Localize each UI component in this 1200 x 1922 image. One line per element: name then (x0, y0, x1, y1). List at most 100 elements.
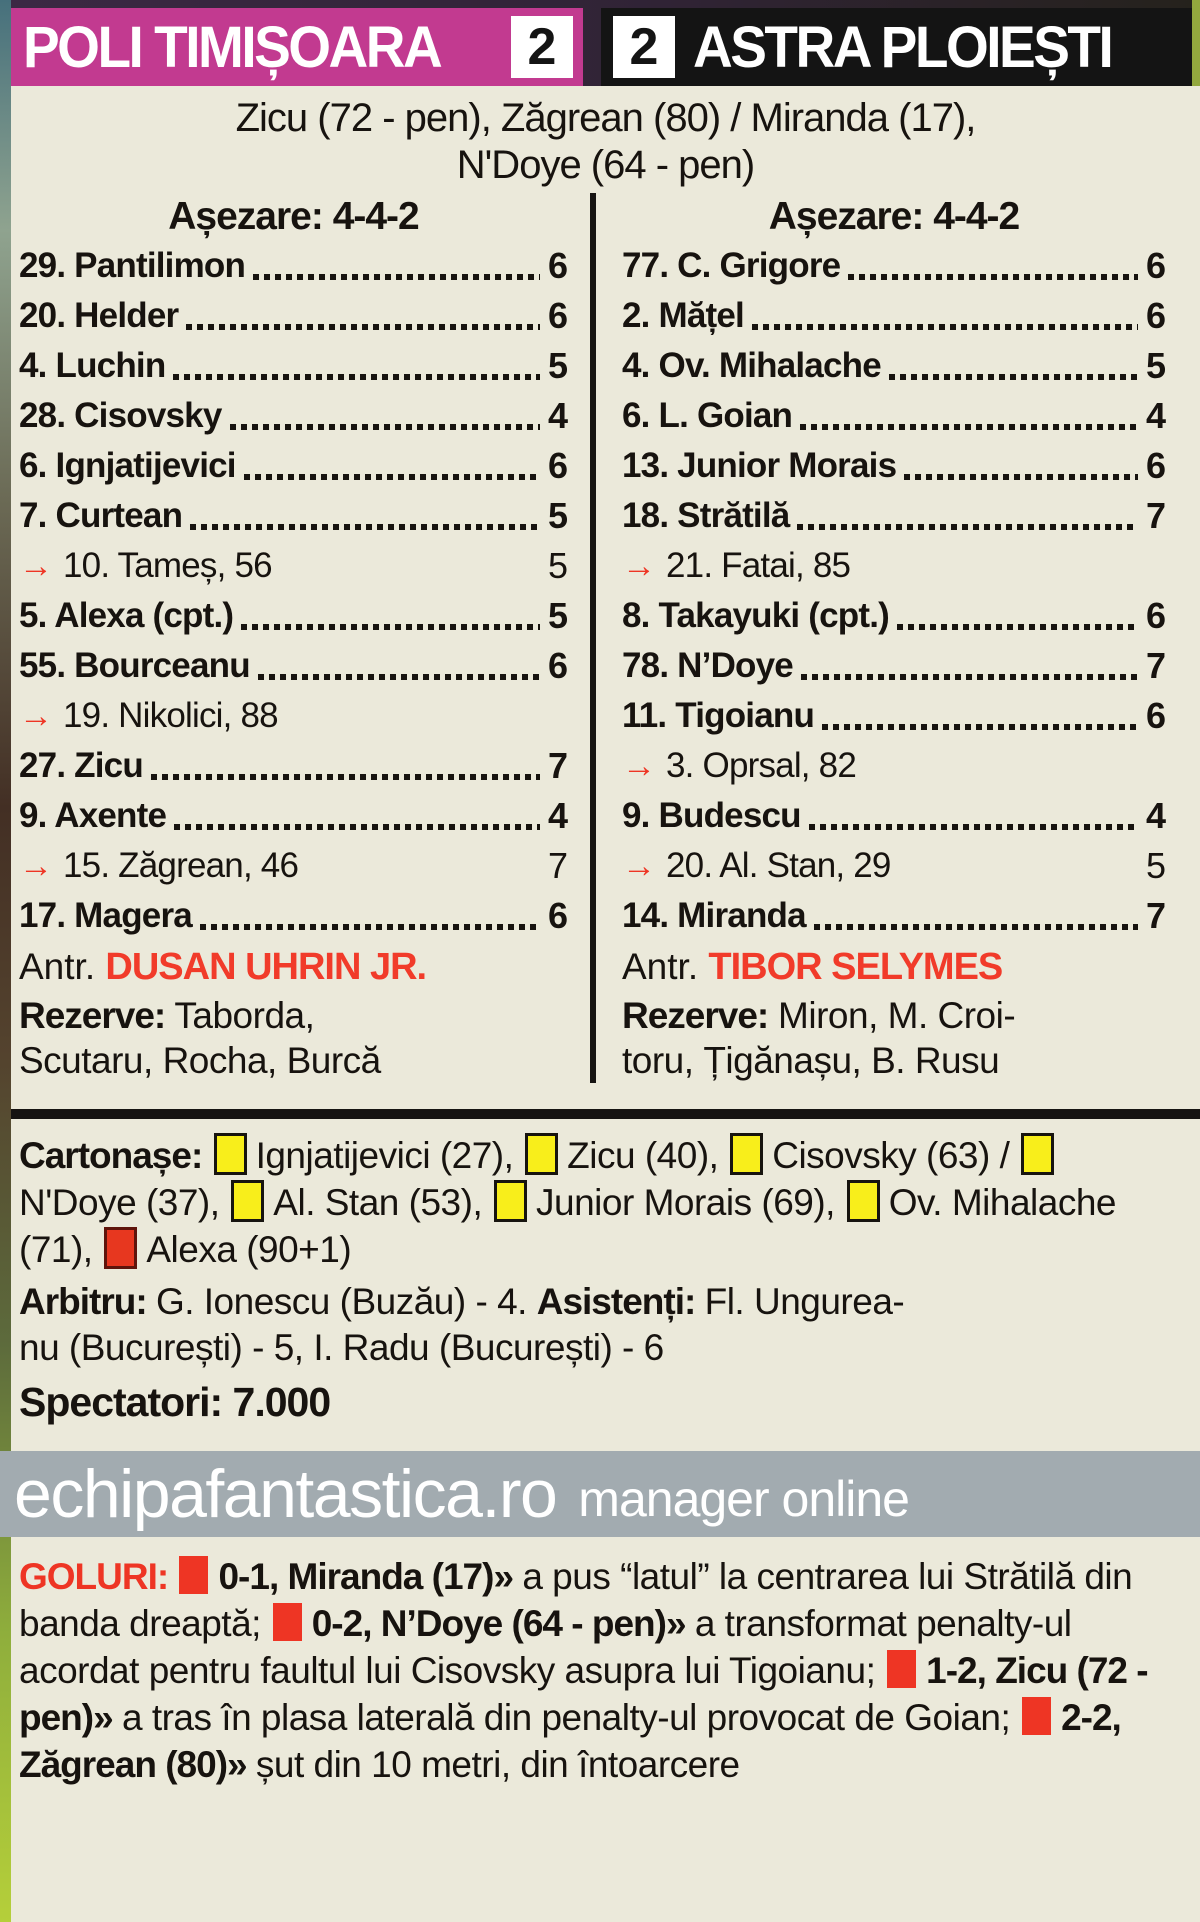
yellow-card-icon (1021, 1133, 1055, 1175)
player-row: 5. Alexa (cpt.) 5 (19, 591, 568, 641)
player-rating: 5 (547, 545, 568, 586)
text-segment: a transformat penalty-ul acordat pentru … (19, 1603, 1072, 1691)
away-score: 2 (613, 16, 675, 78)
text-segment: Ignjatijevici (27), (255, 1135, 524, 1176)
player-row: 13. Junior Morais 6 (622, 441, 1166, 491)
yellow-card-icon (846, 1180, 880, 1222)
rating-dots-leader (241, 624, 540, 630)
scorers-summary: Zicu (72 - pen), Zăgrean (80) / Miranda … (11, 86, 1200, 189)
scorers-line-2: N'Doye (64 - pen) (456, 143, 755, 187)
text-segment: 1-2, Zicu (72 - pen)» (19, 1650, 1149, 1738)
rating-dots-leader (186, 324, 540, 330)
substitute-row: → 15. Zăgrean, 46 7 (19, 841, 568, 891)
rating-dots-leader (229, 424, 540, 430)
text-segment: Cartonașe: (19, 1135, 212, 1176)
text-segment: Ov. Mihalache (71), (19, 1182, 1116, 1270)
yellow-card-icon (730, 1133, 764, 1175)
player-row: 17. Magera 6 (19, 891, 568, 941)
player-rating: 6 (1145, 245, 1166, 286)
player-name: 10. Tameș, 56 (63, 546, 273, 585)
player-name: 6. Ignjatijevici (19, 446, 237, 485)
player-rating: 7 (1145, 895, 1166, 936)
player-rating: 7 (1145, 495, 1166, 536)
substitution-arrow-icon: → (622, 547, 656, 585)
rating-dots-leader (904, 474, 1138, 480)
player-row: 55. Bourceanu 6 (19, 641, 568, 691)
player-row: 18. Strătilă 7 (622, 491, 1166, 541)
player-name: 13. Junior Morais (622, 446, 897, 485)
player-row: 6. L. Goian 4 (622, 391, 1166, 441)
yellow-card-icon (494, 1180, 528, 1222)
promo-banner: echipafantastica.ro manager online (0, 1451, 1200, 1537)
player-row: 27. Zicu 7 (19, 741, 568, 791)
player-row: 4. Luchin 5 (19, 341, 568, 391)
player-rating: 4 (1145, 395, 1166, 436)
home-formation-label: Așezare: 4-4-2 (168, 195, 419, 238)
away-team-name: ASTRA PLOIEȘTI (693, 14, 1114, 80)
player-rating: 5 (1145, 845, 1166, 886)
player-row: 9. Axente 4 (19, 791, 568, 841)
player-rating: 6 (547, 445, 568, 486)
rating-dots-leader (257, 674, 540, 680)
substitution-arrow-icon: → (622, 847, 656, 885)
home-team-name: POLI TIMIȘOARA (23, 14, 443, 80)
player-name: 4. Ov. Mihalache (622, 346, 882, 385)
player-rating: 6 (1145, 695, 1166, 736)
rating-dots-leader (243, 474, 540, 480)
lineups: Așezare: 4-4-2 29. Pantilimon 6 20. Helder… (11, 193, 1200, 1083)
player-list-home: 29. Pantilimon 6 20. Helder 6 4. Luchin 5 28. … (19, 241, 568, 941)
player-row: 77. C. Grigore 6 (622, 241, 1166, 291)
player-row: 9. Budescu 4 (622, 791, 1166, 841)
player-rating: 6 (1145, 295, 1166, 336)
home-lineup-column: Așezare: 4-4-2 29. Pantilimon 6 20. Helder… (11, 193, 590, 1083)
player-rating: 7 (547, 845, 568, 886)
player-rating: 6 (547, 295, 568, 336)
home-reserves: Rezerve: Taborda, Scutaru, Rocha, Burcă (19, 993, 568, 1083)
rating-dots-leader (797, 524, 1138, 530)
player-name: 27. Zicu (19, 746, 144, 785)
away-coach-name: TIBOR SELYMES (708, 946, 1003, 988)
player-rating: 6 (547, 645, 568, 686)
text-segment: N'Doye (37), (19, 1182, 230, 1223)
rating-dots-leader (800, 424, 1138, 430)
player-name: 20. Al. Stan, 29 (666, 846, 891, 885)
rating-dots-leader (848, 274, 1138, 280)
substitute-row: → 10. Tameș, 56 5 (19, 541, 568, 591)
player-name: 3. Oprsal, 82 (666, 746, 857, 785)
player-name: 19. Nikolici, 88 (63, 696, 279, 735)
rating-dots-leader (253, 274, 540, 280)
player-rating: 5 (547, 345, 568, 386)
red-card-icon (104, 1227, 138, 1269)
goal-marker-icon (272, 1603, 302, 1641)
player-row: 78. N’Doye 7 (622, 641, 1166, 691)
substitution-arrow-icon: → (19, 547, 53, 585)
away-reserves: Rezerve: Miron, M. Croi-toru, Țigănașu, … (622, 993, 1166, 1083)
rating-dots-leader (813, 924, 1138, 930)
player-name: 17. Magera (19, 896, 193, 935)
goals-section: GOLURI: 0-1, Miranda (17)» a pus “latul”… (11, 1537, 1200, 1788)
player-name: 78. N’Doye (622, 646, 794, 685)
player-rating: 4 (1145, 795, 1166, 836)
home-coach-row: Antr. DUSAN UHRIN JR. (19, 941, 568, 993)
player-name: 6. L. Goian (622, 396, 793, 435)
player-name: 14. Miranda (622, 896, 807, 935)
reserves-label: Rezerve: (622, 995, 769, 1036)
match-header: POLI TIMIȘOARA 2 2 ASTRA PLOIEȘTI (11, 0, 1200, 86)
player-rating: 6 (1145, 445, 1166, 486)
player-name: 28. Cisovsky (19, 396, 222, 435)
rating-dots-leader (199, 924, 540, 930)
text-segment: Junior Morais (69), (536, 1182, 845, 1223)
text-segment: a pus “latul” la centrarea lui Strătilă … (19, 1556, 1133, 1644)
player-row: 11. Tigoianu 6 (622, 691, 1166, 741)
player-rating: 4 (547, 395, 568, 436)
player-name: 20. Helder (19, 296, 179, 335)
player-row: 28. Cisovsky 4 (19, 391, 568, 441)
coach-label: Antr. (19, 946, 96, 987)
player-name: 77. C. Grigore (622, 246, 841, 285)
substitute-row: → 3. Oprsal, 82 (622, 741, 1166, 791)
player-rating: 7 (1145, 645, 1166, 686)
text-segment: Asistenți: (536, 1281, 705, 1322)
home-team-block: POLI TIMIȘOARA 2 (11, 8, 583, 86)
player-row: 14. Miranda 7 (622, 891, 1166, 941)
